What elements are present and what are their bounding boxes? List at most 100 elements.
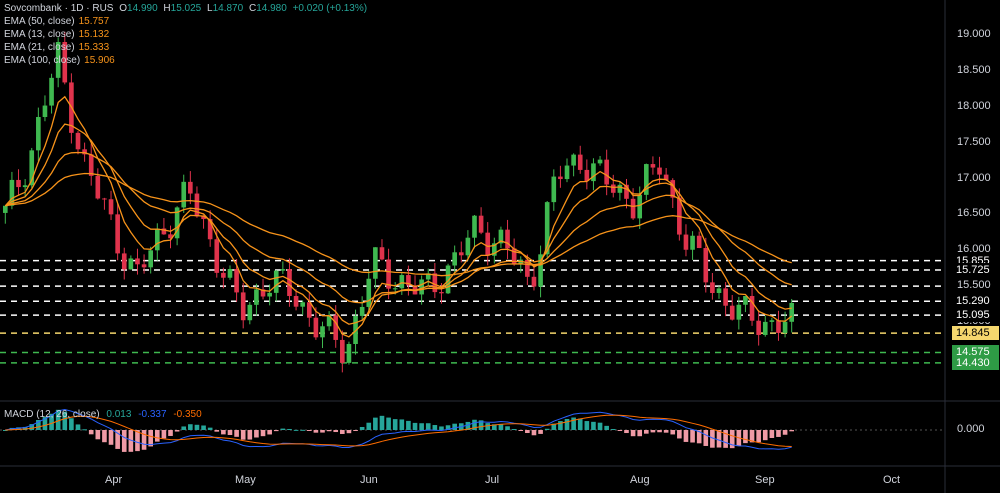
ema-label: EMA (100, close) — [4, 55, 81, 66]
macd-histogram-bar — [710, 430, 715, 448]
candle-body — [716, 288, 722, 293]
candle-body — [610, 184, 616, 193]
price-tick-label: 16.000 — [957, 243, 991, 256]
macd-histogram-bar — [492, 424, 497, 430]
macd-histogram-bar — [637, 430, 643, 437]
macd-histogram-bar — [75, 424, 81, 430]
macd-histogram-bar — [478, 420, 484, 430]
macd-histogram-bar — [604, 425, 609, 430]
macd-histogram-bar — [227, 430, 233, 435]
macd-histogram-bar — [254, 430, 259, 438]
open-value: 14.990 — [127, 3, 158, 14]
ema-line — [4, 95, 793, 338]
macd-histogram-bar — [485, 423, 491, 430]
candle-body — [776, 320, 781, 333]
candle-body — [300, 302, 305, 307]
macd-histogram-bar — [406, 420, 411, 430]
macd-histogram-bar — [55, 409, 61, 430]
macd-histogram-bar — [287, 428, 292, 430]
candle-body — [650, 164, 656, 168]
candle-body — [571, 154, 576, 166]
macd-histogram-bar — [36, 419, 41, 430]
macd-histogram-bar — [346, 430, 352, 434]
candle-body — [55, 41, 61, 78]
candle-body — [749, 296, 755, 321]
change-value: +0.020 (+0.13%) — [292, 3, 368, 14]
macd-tick-label: 0.000 — [957, 423, 985, 435]
macd-histogram-bar — [181, 426, 187, 430]
macd-histogram-bar — [531, 430, 537, 436]
macd-histogram-bar — [723, 430, 728, 448]
macd-histogram-bar — [207, 427, 213, 430]
macd-histogram-bar — [29, 424, 35, 430]
macd-histogram-bar — [577, 418, 583, 430]
macd-histogram-bar — [624, 430, 629, 434]
candle-body — [425, 273, 431, 280]
time-axis-label: Jun — [360, 474, 378, 486]
macd-histogram-bar — [293, 429, 299, 431]
candle-body — [525, 259, 530, 277]
candle-body — [234, 268, 239, 293]
candle-body — [2, 205, 8, 213]
candle-body — [782, 321, 788, 333]
candle-body — [168, 234, 173, 239]
macd-histogram-bar — [148, 430, 154, 447]
candle-body — [9, 179, 15, 206]
candle-body — [465, 237, 471, 256]
macd-histogram-bar — [161, 430, 167, 439]
candle-body — [260, 289, 266, 297]
price-level-tag: 14.845 — [952, 326, 999, 341]
candle-body — [472, 215, 477, 238]
price-tick-label: 18.000 — [957, 99, 991, 112]
candle-body — [214, 239, 220, 273]
time-axis-label: Aug — [630, 474, 650, 486]
ema-legend-3[interactable]: EMA (100, close) 15.906 — [4, 54, 115, 67]
candle-body — [148, 250, 154, 268]
macd-histogram-bar — [174, 430, 180, 432]
ema-line — [5, 172, 792, 277]
candle-body — [690, 235, 695, 250]
ema-legend-1[interactable]: EMA (13, close) 15.132 — [4, 28, 109, 41]
candle-body — [591, 163, 596, 182]
candle-body — [558, 176, 563, 180]
macd-histogram-bar — [95, 430, 101, 440]
candle-body — [445, 265, 451, 294]
macd-histogram-bar — [643, 430, 649, 434]
candle-body — [181, 181, 187, 208]
price-tick-label: 15.500 — [957, 279, 991, 292]
macd-histogram-bar — [260, 430, 266, 437]
candle-body — [624, 184, 629, 199]
ema-legend-0[interactable]: EMA (50, close) 15.757 — [4, 15, 109, 28]
candle-body — [643, 164, 649, 195]
candle-body — [762, 321, 768, 335]
symbol-label[interactable]: Sovcombank · 1D · RUS — [4, 3, 114, 14]
price-tick-label: 19.000 — [957, 28, 991, 40]
candle-body — [710, 282, 715, 293]
candle-body — [141, 264, 147, 268]
ema-label: EMA (13, close) — [4, 29, 75, 40]
macd-histogram-bar — [16, 427, 21, 430]
macd-histogram-bar — [538, 430, 543, 434]
macd-histogram-bar — [663, 430, 669, 433]
close-label: C — [248, 3, 257, 14]
macd-histogram-bar — [425, 423, 431, 430]
macd-histogram-bar — [273, 430, 279, 432]
macd-histogram-bar — [749, 430, 755, 443]
candle-body — [95, 175, 101, 199]
ema-legend-2[interactable]: EMA (21, close) 15.333 — [4, 41, 109, 54]
candle-body — [492, 243, 497, 256]
macd-histogram-bar — [379, 415, 385, 430]
candle-body — [227, 268, 233, 278]
macd-histogram-bar — [782, 430, 788, 435]
macd-histogram-bar — [366, 422, 372, 430]
macd-histogram-bar — [762, 430, 768, 441]
macd-legend[interactable]: MACD (12, 26, close) 0.013 -0.337 -0.350 — [4, 408, 202, 421]
candle-body — [121, 253, 127, 270]
ema-label: EMA (21, close) — [4, 42, 75, 53]
macd-histogram-bar — [42, 417, 48, 430]
time-axis-label: Sep — [755, 474, 775, 486]
candle-body — [564, 165, 570, 180]
candle-body — [743, 296, 748, 305]
candle-body — [703, 248, 709, 283]
